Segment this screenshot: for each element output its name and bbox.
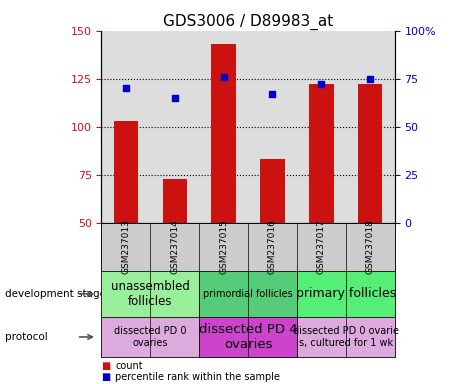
Bar: [309, 84, 334, 223]
Text: GSM237017: GSM237017: [317, 219, 326, 274]
Text: development stage: development stage: [5, 289, 106, 299]
Bar: [162, 179, 187, 223]
Text: percentile rank within the sample: percentile rank within the sample: [115, 372, 280, 382]
Text: ■: ■: [101, 372, 111, 382]
Text: GSM237013: GSM237013: [121, 219, 130, 274]
Text: GSM237015: GSM237015: [219, 219, 228, 274]
Text: dissected PD 4
ovaries: dissected PD 4 ovaries: [199, 323, 297, 351]
Text: count: count: [115, 361, 143, 371]
Text: primary follicles: primary follicles: [296, 287, 396, 300]
Text: dissected PD 0 ovarie
s, cultured for 1 wk: dissected PD 0 ovarie s, cultured for 1 …: [293, 326, 399, 348]
Text: GDS3006 / D89983_at: GDS3006 / D89983_at: [163, 13, 333, 30]
Text: unassembled
follicles: unassembled follicles: [111, 280, 190, 308]
Text: protocol: protocol: [5, 332, 47, 342]
Point: [122, 85, 129, 91]
Bar: [212, 44, 236, 223]
Point: [367, 76, 374, 82]
Text: GSM237014: GSM237014: [170, 219, 179, 274]
Bar: [358, 84, 382, 223]
Text: ■: ■: [101, 361, 111, 371]
Point: [220, 74, 227, 80]
Text: GSM237018: GSM237018: [366, 219, 375, 274]
Bar: [114, 121, 138, 223]
Point: [171, 95, 178, 101]
Text: dissected PD 0
ovaries: dissected PD 0 ovaries: [114, 326, 187, 348]
Point: [318, 81, 325, 88]
Text: primordial follicles: primordial follicles: [203, 289, 293, 299]
Bar: [260, 159, 285, 223]
Text: GSM237016: GSM237016: [268, 219, 277, 274]
Point: [269, 91, 276, 97]
